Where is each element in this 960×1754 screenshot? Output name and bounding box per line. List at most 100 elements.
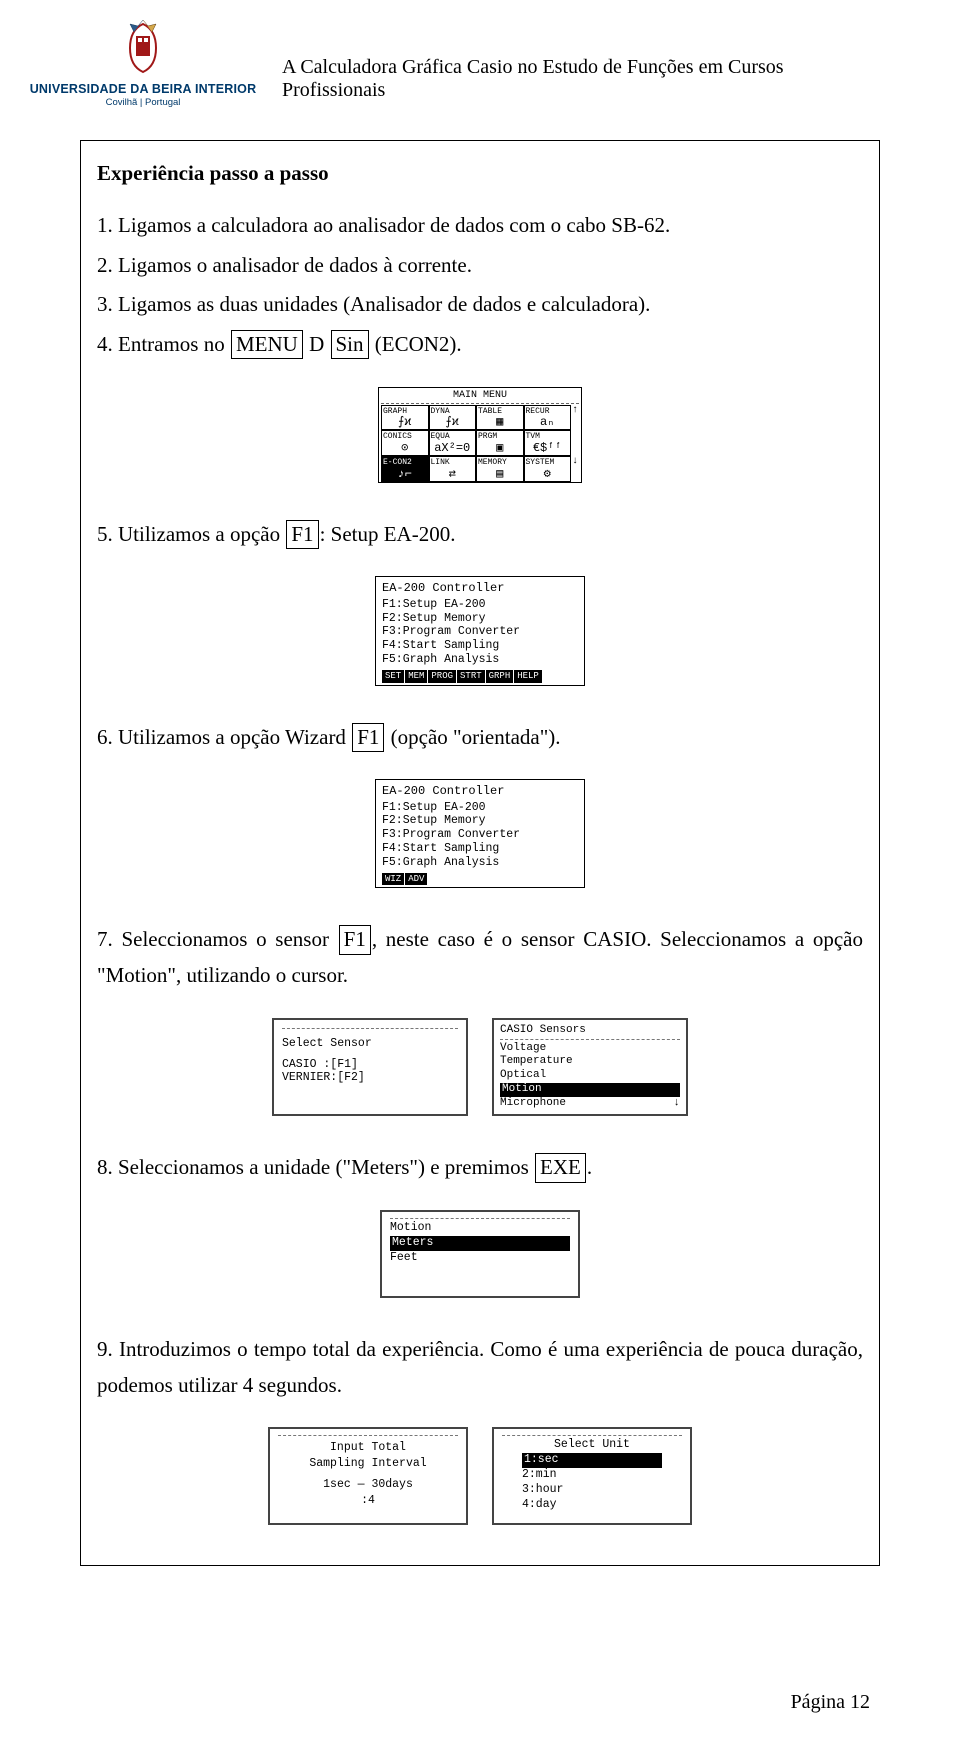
softkey: GRPH (486, 670, 514, 683)
menu-cell: PRGM▣ (476, 430, 524, 456)
controller-line: F4:Start Sampling (382, 639, 578, 653)
step-6-text-b: (opção "orientada"). (385, 725, 560, 749)
controller-line: F3:Program Converter (382, 625, 578, 639)
controller-line: F4:Start Sampling (382, 842, 578, 856)
input-line: :4 (278, 1493, 458, 1509)
screenshot-row-sensor: Select Sensor CASIO :[F1] VERNIER:[F2] C… (97, 1018, 863, 1117)
menu-cell: EQUAaX²=0 (429, 430, 477, 456)
step-3: 3. Ligamos as duas unidades (Analisador … (97, 287, 863, 323)
menu-cell: DYNA⨍ϰ (429, 405, 477, 431)
step-9: 9. Introduzimos o tempo total da experiê… (97, 1332, 863, 1403)
menu-cell: RECURaₙ (524, 405, 572, 431)
exe-key: EXE (535, 1153, 586, 1182)
select-unit-item: 2:min (522, 1468, 662, 1483)
menu-cell: GRAPH⨍ϰ (381, 405, 429, 431)
university-name: UNIVERSIDADE DA BEIRA INTERIOR (30, 82, 257, 96)
softkey-row: WIZ ADV (382, 873, 578, 886)
menu-cell: TABLE▦ (476, 405, 524, 431)
select-unit-item-selected: 1:sec (522, 1453, 662, 1468)
step-6-text-a: 6. Utilizamos a opção Wizard (97, 725, 351, 749)
controller-line: F5:Graph Analysis (382, 653, 578, 667)
page-header: UNIVERSIDADE DA BEIRA INTERIOR Covilhã |… (0, 0, 960, 116)
step-4-text-c: (ECON2). (370, 332, 462, 356)
menu-cell: CONICS⊙ (381, 430, 429, 456)
input-line: Input Total (278, 1440, 458, 1456)
screenshot-row-main-menu: MAIN MENU GRAPH⨍ϰ DYNA⨍ϰ TABLE▦ RECURaₙ … (97, 387, 863, 483)
input-line: Sampling Interval (278, 1456, 458, 1472)
page-number: Página 12 (791, 1691, 870, 1714)
controller-line: F1:Setup EA-200 (382, 598, 578, 612)
main-menu-title: MAIN MENU (381, 390, 579, 404)
screenshot-row-controller1: EA-200 Controller F1:Setup EA-200 F2:Set… (97, 576, 863, 685)
f1-key: F1 (286, 520, 318, 549)
unit-select-screen: Motion Meters Feet (380, 1210, 580, 1298)
softkey: HELP (514, 670, 542, 683)
step-8-text-a: 8. Seleccionamos a unidade ("Meters") e … (97, 1155, 534, 1179)
step-5-text-b: : Setup EA-200. (320, 522, 456, 546)
step-2: 2. Ligamos o analisador de dados à corre… (97, 248, 863, 284)
select-sensor-line: VERNIER:[F2] (282, 1071, 458, 1084)
step-4: 4. Entramos no MENU D Sin (ECON2). (97, 327, 863, 363)
university-location: Covilhã | Portugal (106, 97, 181, 108)
softkey: WIZ (382, 873, 404, 886)
softkey: PROG (428, 670, 456, 683)
select-sensor-title: Select Sensor (282, 1037, 458, 1050)
controller-screen-1: EA-200 Controller F1:Setup EA-200 F2:Set… (375, 576, 585, 685)
step-6: 6. Utilizamos a opção Wizard F1 (opção "… (97, 720, 863, 756)
casio-sensors-title: CASIO Sensors (500, 1024, 680, 1040)
softkey: STRT (457, 670, 485, 683)
document-title: A Calculadora Gráfica Casio no Estudo de… (282, 56, 880, 108)
university-logo-block: UNIVERSIDADE DA BEIRA INTERIOR Covilhã |… (28, 18, 258, 108)
step-8-text-b: . (587, 1155, 592, 1179)
main-menu-screen: MAIN MENU GRAPH⨍ϰ DYNA⨍ϰ TABLE▦ RECURaₙ … (378, 387, 582, 483)
select-unit-item: 4:day (522, 1498, 662, 1513)
screenshot-row-unit-select: Motion Meters Feet (97, 1210, 863, 1298)
input-total-screen: Input Total Sampling Interval 1sec — 30d… (268, 1427, 468, 1525)
step-7-text-a: 7. Seleccionamos o sensor (97, 927, 338, 951)
softkey: MEM (405, 670, 427, 683)
f1-key: F1 (339, 925, 371, 954)
unit-item: Motion (390, 1221, 570, 1236)
section-title: Experiência passo a passo (97, 161, 863, 186)
sin-key: Sin (331, 330, 369, 359)
softkey: SET (382, 670, 404, 683)
f1-key: F1 (352, 723, 384, 752)
university-crest-icon (112, 18, 174, 78)
step-5-text-a: 5. Utilizamos a opção (97, 522, 285, 546)
controller-line: F2:Setup Memory (382, 814, 578, 828)
menu-cell: MEMORY▤ (476, 456, 524, 482)
softkey-row: SET MEM PROG STRT GRPH HELP (382, 670, 578, 683)
controller-line: F2:Setup Memory (382, 612, 578, 626)
menu-cell: LINK⇄ (429, 456, 477, 482)
down-arrow-icon: ↓ (673, 1097, 680, 1111)
menu-cell-selected: E-CON2♪⌐ (381, 456, 429, 482)
input-line: 1sec — 30days (278, 1477, 458, 1493)
menu-key: MENU (231, 330, 303, 359)
menu-cell: SYSTEM⚙ (524, 456, 572, 482)
unit-item-selected: Meters (390, 1236, 570, 1251)
select-sensor-screen: Select Sensor CASIO :[F1] VERNIER:[F2] (272, 1018, 468, 1117)
step-4-text-a: 4. Entramos no (97, 332, 230, 356)
casio-sensors-screen: CASIO Sensors Voltage Temperature Optica… (492, 1018, 688, 1117)
step-1: 1. Ligamos a calculadora ao analisador d… (97, 208, 863, 244)
step-7: 7. Seleccionamos o sensor F1, neste caso… (97, 922, 863, 993)
select-unit-screen: Select Unit 1:sec 2:min 3:hour 4:day (492, 1427, 692, 1525)
controller-screen-2: EA-200 Controller F1:Setup EA-200 F2:Set… (375, 779, 585, 888)
sensor-item: Microphone (500, 1097, 566, 1111)
select-unit-item: 3:hour (522, 1483, 662, 1498)
select-unit-title: Select Unit (502, 1438, 682, 1453)
softkey: ADV (405, 873, 427, 886)
step-4-text-b: D (304, 332, 330, 356)
controller-title: EA-200 Controller (382, 784, 578, 798)
content-frame: Experiência passo a passo 1. Ligamos a c… (80, 140, 880, 1566)
sensor-item: Temperature (500, 1055, 680, 1069)
controller-title: EA-200 Controller (382, 581, 578, 595)
sensor-item: Voltage (500, 1042, 680, 1056)
screenshot-row-input-total: Input Total Sampling Interval 1sec — 30d… (97, 1427, 863, 1525)
controller-line: F1:Setup EA-200 (382, 801, 578, 815)
controller-line: F3:Program Converter (382, 828, 578, 842)
step-5: 5. Utilizamos a opção F1: Setup EA-200. (97, 517, 863, 553)
menu-cell: TVM€$ᶠᶠ (524, 430, 572, 456)
controller-line: F5:Graph Analysis (382, 856, 578, 870)
step-8: 8. Seleccionamos a unidade ("Meters") e … (97, 1150, 863, 1186)
